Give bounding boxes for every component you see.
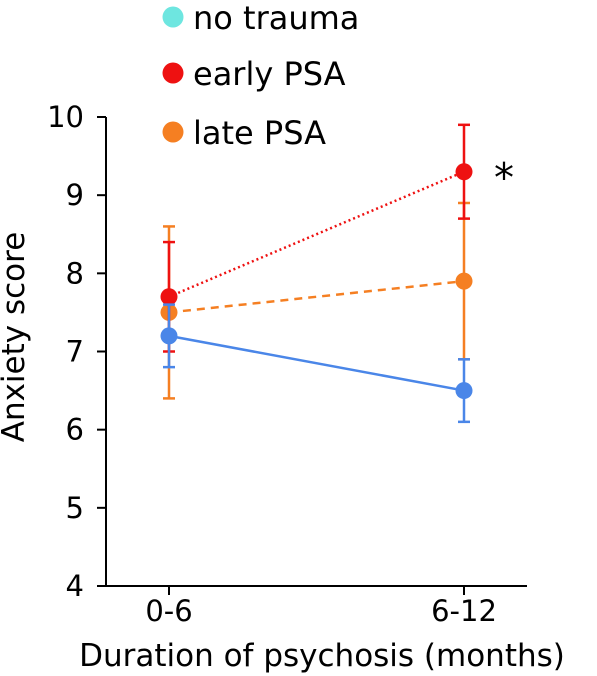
y-tick-label-9: 9 [66,178,84,212]
series-line-late-psa [168,279,465,314]
annotation-layer: * [494,156,514,202]
axes: 4 5 6 7 8 9 10 0-6 6-12 [47,100,527,628]
series-no-trauma [160,303,473,424]
x-tick-label-0-6: 0-6 [145,594,192,628]
legend-label-early-psa: early PSA [193,55,346,93]
legend: no trauma early PSA late PSA [162,0,359,152]
series-late-psa [160,201,473,400]
series-early-psa [160,123,473,353]
series-line-no-trauma [168,334,465,392]
y-tick-label-4: 4 [66,569,84,603]
x-axis-label: Duration of psychosis (months) [79,638,565,674]
data-point-early-psa-0 [160,288,178,306]
y-tick-label-5: 5 [66,491,84,525]
y-tick-label-7: 7 [66,335,84,369]
series-line-early-psa [168,170,465,298]
x-tick-label-6-12: 6-12 [431,594,497,628]
data-point-late-psa-1 [455,272,473,290]
data-point-no-trauma-1 [455,382,473,400]
data-point-no-trauma-0 [160,327,178,345]
legend-label-late-psa: late PSA [193,114,326,152]
legend-label-no-trauma: no trauma [193,0,359,37]
legend-marker-late-psa [162,121,184,143]
y-tick-label-6: 6 [66,413,84,447]
significance-annotation: * [494,156,514,202]
y-axis-label: Anxiety score [0,232,32,443]
data-point-early-psa-1 [455,163,473,181]
y-tick-label-8: 8 [66,256,84,290]
y-tick-label-10: 10 [47,100,84,134]
legend-marker-no-trauma [162,6,184,28]
legend-marker-early-psa [162,62,184,84]
series-layer [160,123,473,424]
